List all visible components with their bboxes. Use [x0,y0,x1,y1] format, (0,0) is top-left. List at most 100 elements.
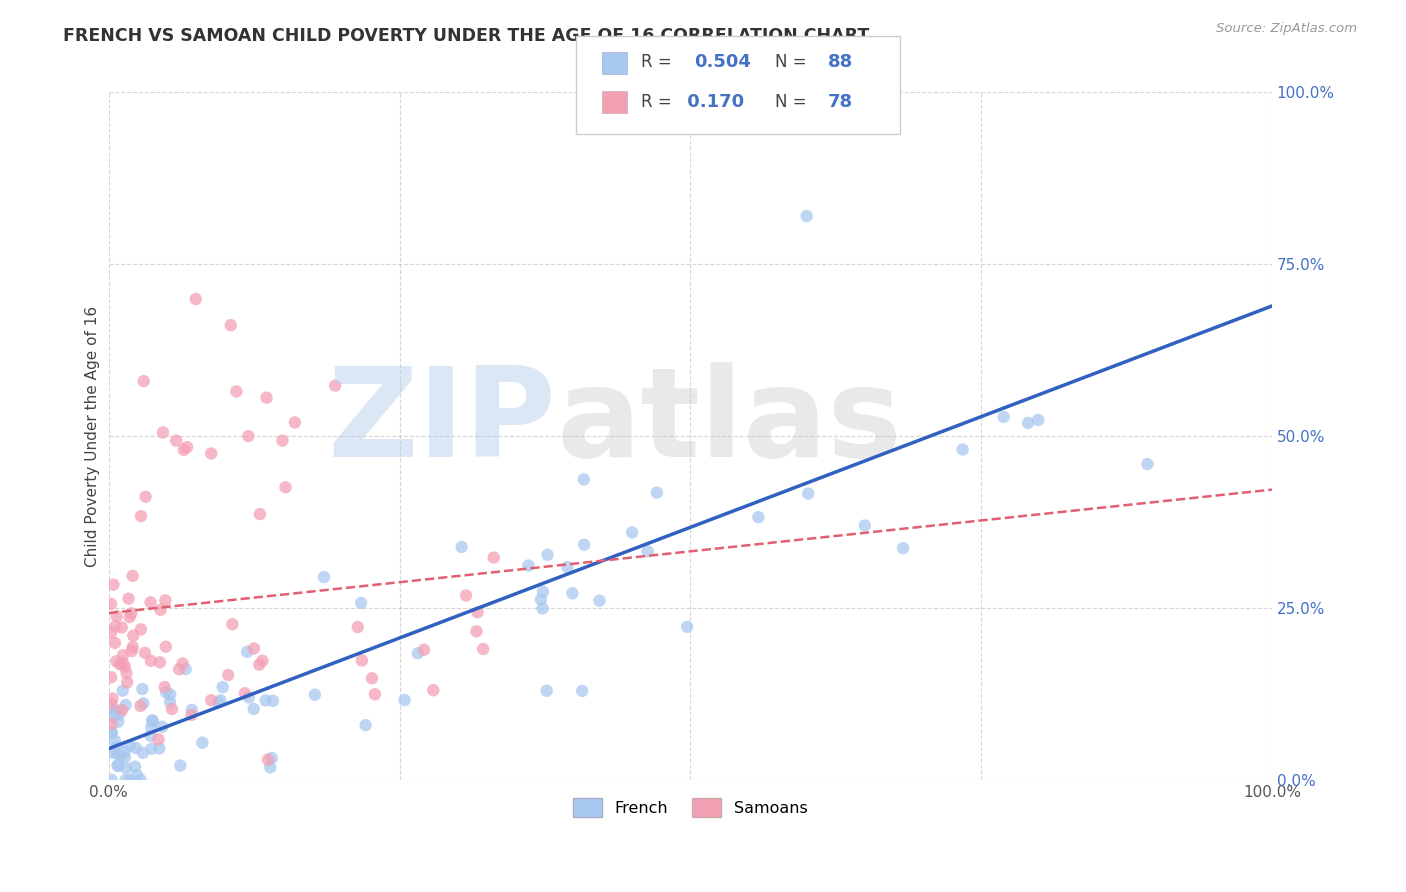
Point [530,592,553,607]
Point [256,391,278,405]
Point [1026,413,1049,427]
Point [155,685,177,699]
Point [103,577,125,591]
Point [149,655,172,669]
Text: ZIP: ZIP [328,362,557,483]
Point [207,695,229,709]
Point [118,739,141,753]
Point [100,772,122,787]
Point [117,591,139,606]
Point [173,442,195,457]
Point [259,760,281,774]
Point [323,378,346,392]
Point [243,641,266,656]
Point [217,668,239,682]
Point [361,671,384,685]
Point [536,683,558,698]
Point [105,747,128,761]
Point [588,593,610,607]
Point [394,693,416,707]
Point [225,384,247,399]
Point [114,744,136,758]
Point [108,707,131,722]
Point [621,525,644,540]
Point [115,675,138,690]
Point [120,772,142,787]
Point [262,694,284,708]
Point [121,569,143,583]
Text: FRENCH VS SAMOAN CHILD POVERTY UNDER THE AGE OF 16 CORRELATION CHART: FRENCH VS SAMOAN CHILD POVERTY UNDER THE… [63,27,869,45]
Point [100,597,122,611]
Point [152,720,174,734]
Point [141,713,163,727]
Text: N =: N = [775,54,806,71]
Point [149,603,172,617]
Point [454,589,477,603]
Point [422,683,444,698]
Text: R =: R = [641,93,672,111]
Point [152,425,174,440]
Point [249,507,271,521]
Point [129,698,152,713]
Point [101,725,124,739]
Point [796,209,818,223]
Point [747,510,769,524]
Point [531,585,554,599]
Point [105,654,128,668]
Point [100,697,122,711]
Point [797,486,820,500]
Point [413,642,436,657]
Point [148,732,170,747]
Point [112,648,135,663]
Point [124,759,146,773]
Point [238,429,260,443]
Point [1136,457,1159,471]
Point [107,714,129,729]
Point [104,636,127,650]
Text: atlas: atlas [557,362,903,483]
Point [155,593,177,607]
Point [100,625,122,640]
Point [104,619,127,633]
Point [148,741,170,756]
Point [304,688,326,702]
Point [536,548,558,562]
Point [127,768,149,782]
Point [557,560,579,574]
Point [472,642,495,657]
Point [167,662,190,676]
Point [114,698,136,713]
Point [252,654,274,668]
Point [100,703,122,717]
Point [169,758,191,772]
Point [141,741,163,756]
Point [165,434,187,448]
Point [993,409,1015,424]
Point [572,472,595,486]
Point [100,726,122,740]
Point [132,696,155,710]
Point [135,490,157,504]
Point [103,709,125,723]
Point [465,624,488,639]
Point [242,702,264,716]
Point [312,570,335,584]
Point [104,733,127,747]
Point [406,646,429,660]
Text: R =: R = [641,54,672,71]
Point [132,374,155,388]
Point [561,586,583,600]
Point [637,544,659,558]
Point [111,620,134,634]
Point [346,620,368,634]
Point [107,759,129,773]
Point [482,550,505,565]
Point [531,601,554,615]
Point [174,662,197,676]
Point [114,750,136,764]
Point [129,623,152,637]
Point [108,657,131,672]
Point [155,640,177,654]
Point [284,416,307,430]
Text: 0.170: 0.170 [681,93,744,111]
